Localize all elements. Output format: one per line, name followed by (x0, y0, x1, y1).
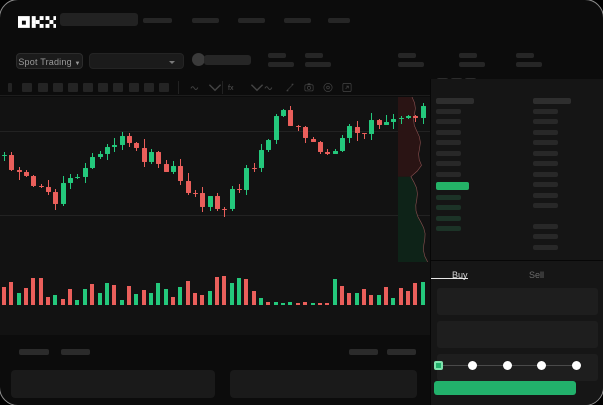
svg-text:fx: fx (228, 85, 234, 92)
